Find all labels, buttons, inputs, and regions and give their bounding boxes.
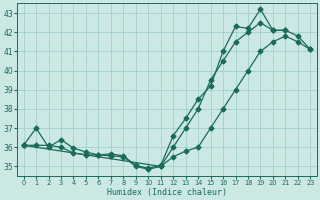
X-axis label: Humidex (Indice chaleur): Humidex (Indice chaleur)	[107, 188, 227, 197]
